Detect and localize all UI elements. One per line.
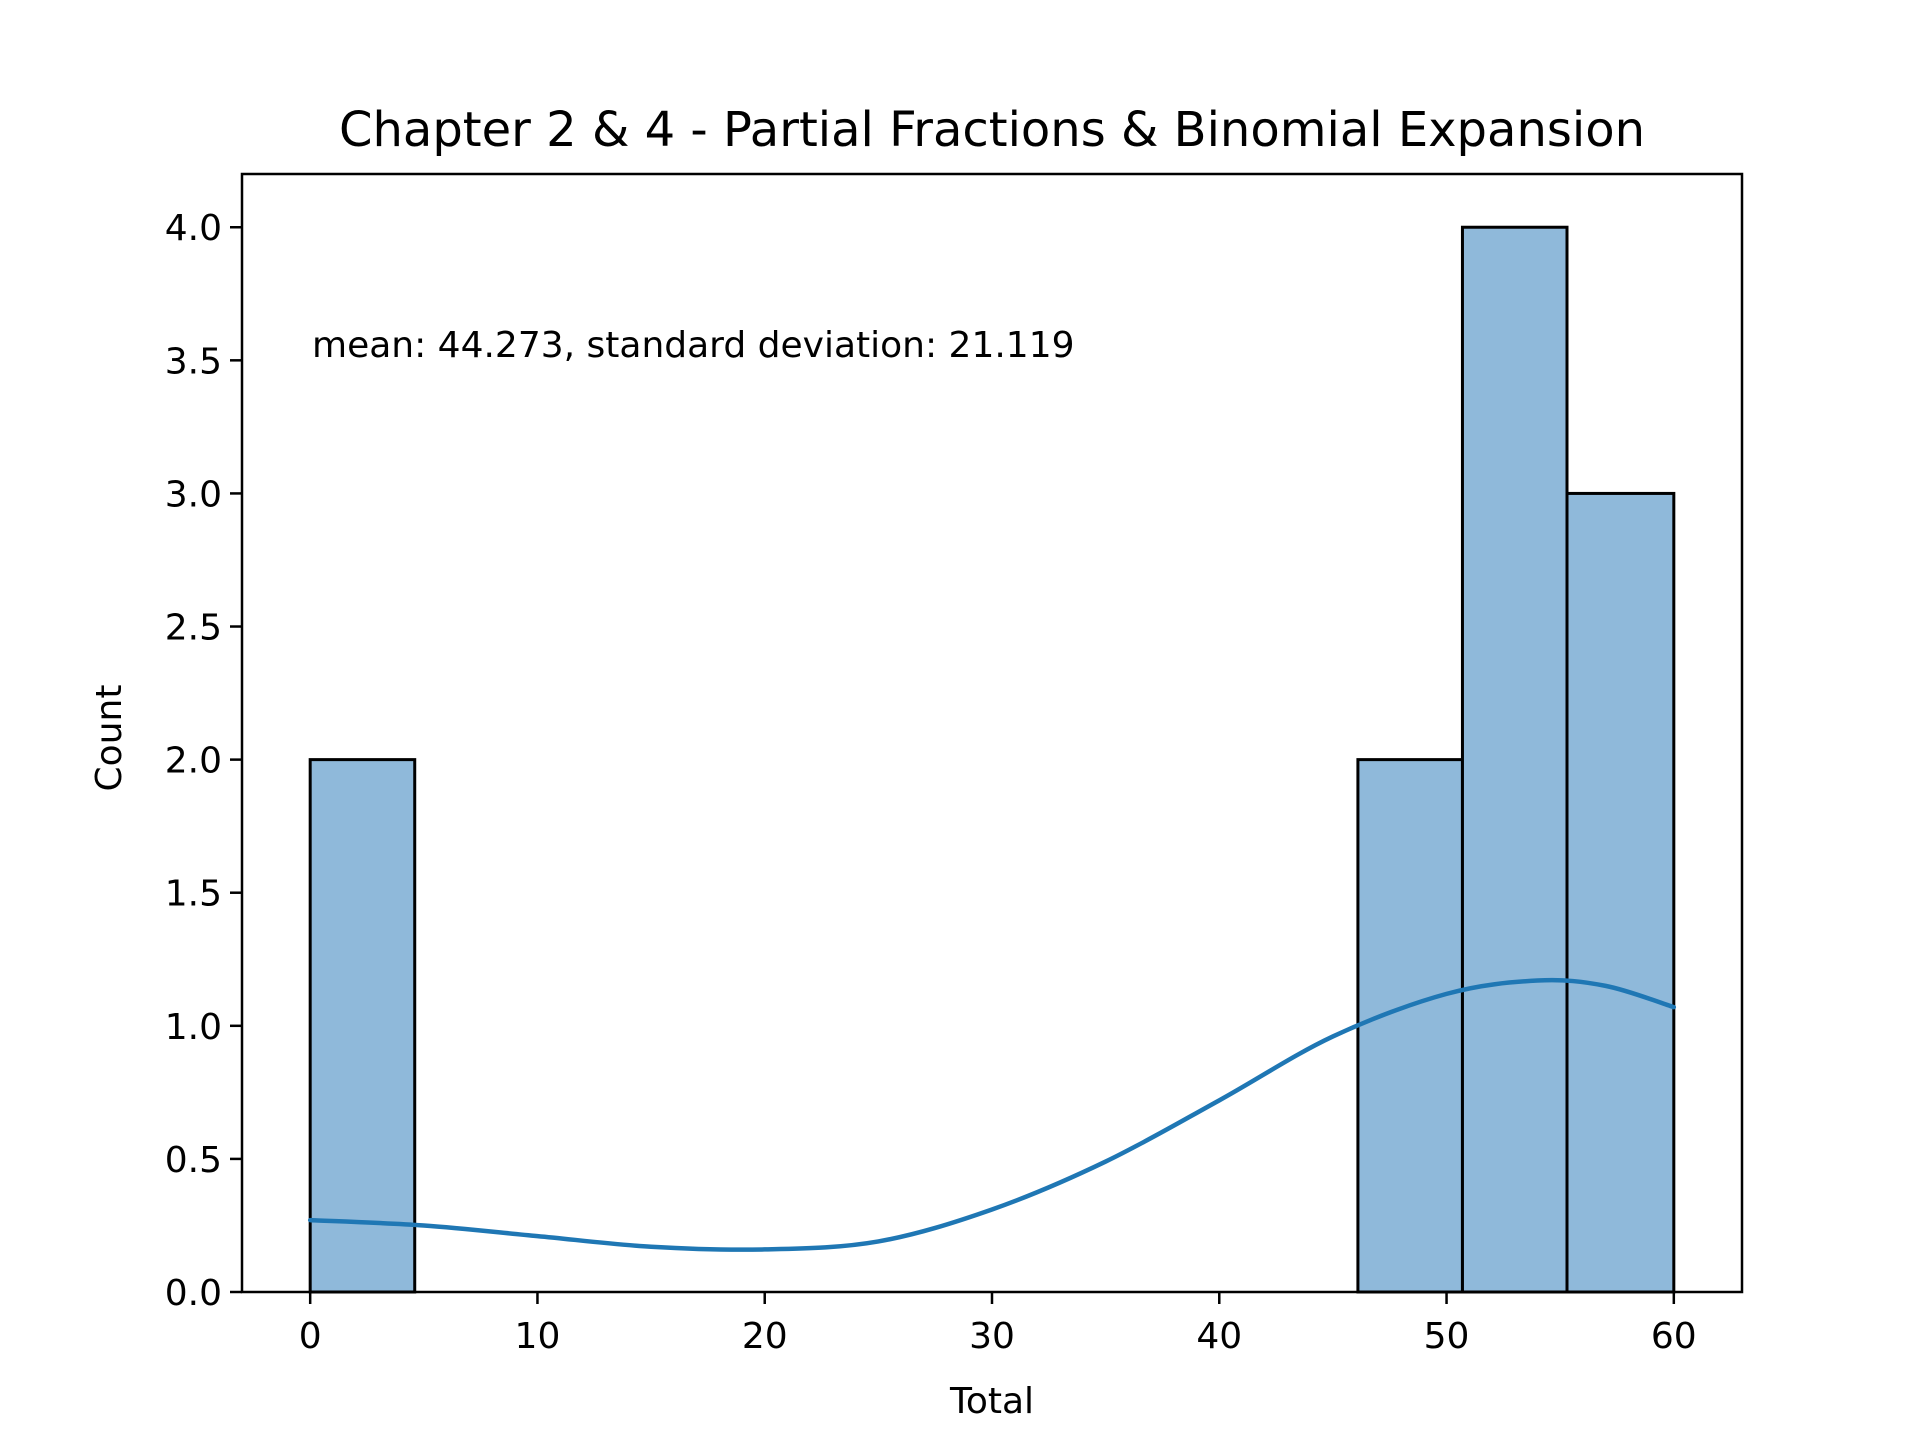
y-tick-label: 1.5: [165, 874, 222, 915]
y-ticks: 0.0 0.5 1.0 1.5 2.0 2.5 3.0 3.5 4.0: [165, 208, 242, 1314]
y-tick-label: 2.0: [165, 741, 222, 782]
x-tick-label: 0: [299, 1316, 322, 1357]
chart-title: Chapter 2 & 4 - Partial Fractions & Bino…: [339, 102, 1645, 158]
y-tick-label: 2.5: [165, 608, 222, 649]
histogram-bar-1: [1356, 758, 1464, 1294]
x-axis-label: Total: [949, 1381, 1034, 1422]
histogram-bar-3: [1565, 491, 1676, 1294]
histogram-bar-2: [1460, 225, 1569, 1294]
y-tick-label: 3.0: [165, 474, 222, 515]
stats-annotation: mean: 44.273, standard deviation: 21.119: [312, 325, 1075, 366]
y-axis-label: Count: [89, 685, 130, 792]
x-tick-label: 40: [1196, 1316, 1242, 1357]
bars-layer: [308, 225, 1676, 1294]
kde-curve: [307, 977, 1677, 1252]
y-tick-label: 4.0: [165, 208, 222, 249]
y-tick-label: 0.5: [165, 1140, 222, 1181]
x-tick-label: 10: [515, 1316, 561, 1357]
y-tick-label: 1.0: [165, 1007, 222, 1048]
x-tick-label: 30: [969, 1316, 1015, 1357]
x-tick-label: 20: [742, 1316, 788, 1357]
x-tick-label: 50: [1424, 1316, 1470, 1357]
x-tick-label: 60: [1651, 1316, 1697, 1357]
x-ticks: 0 10 20 30 40 50 60: [299, 1292, 1697, 1357]
y-tick-label: 3.5: [165, 341, 222, 382]
y-tick-label: 0.0: [165, 1273, 222, 1314]
histogram-bar-0: [308, 758, 417, 1294]
kde-layer: [307, 977, 1677, 1252]
